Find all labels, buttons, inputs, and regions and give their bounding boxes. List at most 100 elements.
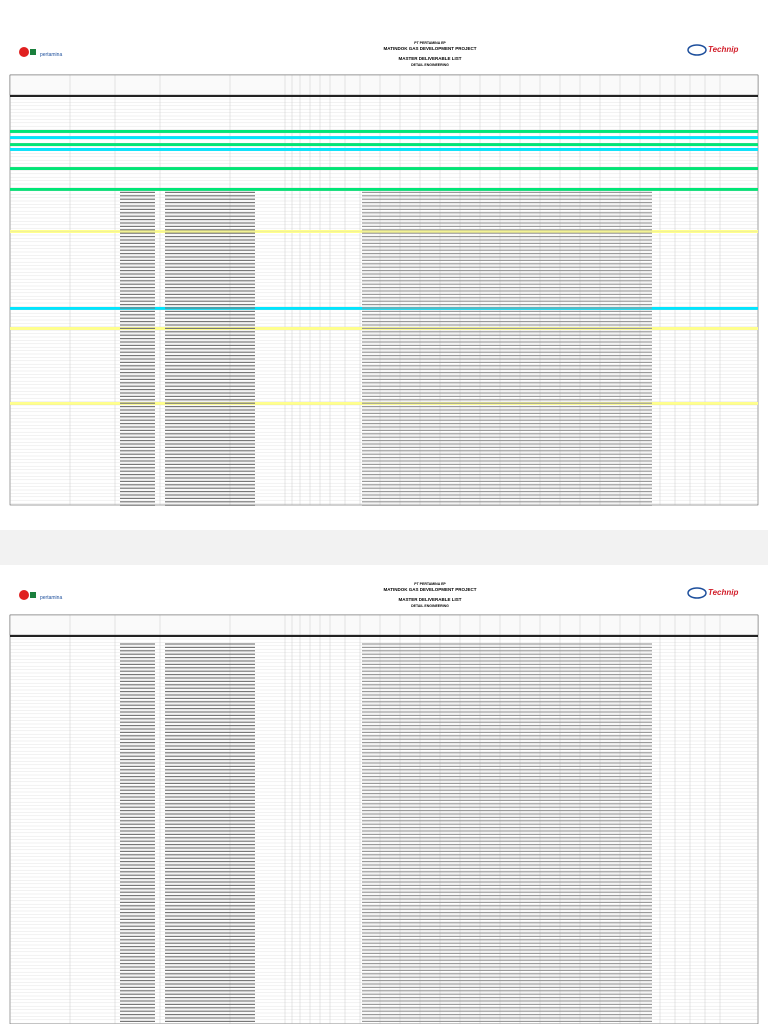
row-text <box>362 891 652 893</box>
row-text <box>165 202 195 204</box>
row-text <box>195 497 255 499</box>
row-text <box>195 789 255 791</box>
row-text <box>120 837 155 839</box>
row-text <box>120 752 155 754</box>
row-text <box>165 219 195 221</box>
row-text <box>120 253 155 255</box>
row-text <box>165 270 195 272</box>
row-text <box>195 242 255 244</box>
row-text <box>165 918 195 920</box>
row-text <box>165 854 195 856</box>
row-text <box>120 990 155 992</box>
row-text <box>195 249 255 251</box>
row-text <box>362 402 652 404</box>
row-text <box>120 813 155 815</box>
row-text <box>362 657 652 659</box>
row-text <box>165 847 195 849</box>
row-text <box>165 735 195 737</box>
row-text <box>120 236 155 238</box>
row-text <box>362 643 652 645</box>
row-text <box>362 942 652 944</box>
row-text <box>195 694 255 696</box>
row-text <box>165 708 195 710</box>
row-text <box>165 222 195 224</box>
row-text <box>195 973 255 975</box>
row-text <box>120 816 155 818</box>
row-text <box>165 229 195 231</box>
row-text <box>195 195 255 197</box>
row-text <box>195 293 255 295</box>
section-band <box>10 143 758 146</box>
row-text <box>165 820 195 822</box>
row-text <box>120 789 155 791</box>
row-text <box>362 810 652 812</box>
row-text <box>165 738 195 740</box>
row-text <box>165 840 195 842</box>
logo-mark <box>30 49 36 55</box>
row-text <box>362 494 652 496</box>
row-text <box>195 830 255 832</box>
row-text <box>195 956 255 958</box>
row-text <box>362 324 652 326</box>
title-line: PT PERTAMINA EP <box>414 41 446 45</box>
row-text <box>362 232 652 234</box>
row-text <box>120 888 155 890</box>
row-text <box>120 477 155 479</box>
row-text <box>165 317 195 319</box>
row-text <box>195 372 255 374</box>
title-line: MASTER DELIVERABLE LIST <box>398 56 461 61</box>
row-text <box>195 782 255 784</box>
row-text <box>120 212 155 214</box>
row-text <box>120 844 155 846</box>
row-text <box>362 844 652 846</box>
row-text <box>362 786 652 788</box>
row-text <box>120 191 155 193</box>
row-text <box>120 857 155 859</box>
row-text <box>362 922 652 924</box>
row-text <box>362 813 652 815</box>
row-text <box>362 905 652 907</box>
page: pertamina Technip PT PERTAMINA EP MATINDOK … <box>0 565 768 1026</box>
row-text <box>195 225 255 227</box>
row-text <box>362 191 652 193</box>
row-text <box>120 871 155 873</box>
row-text <box>165 504 195 506</box>
row-text <box>195 820 255 822</box>
row-text <box>120 222 155 224</box>
row-text <box>165 657 195 659</box>
row-text <box>165 205 195 207</box>
row-text <box>165 334 195 336</box>
row-text <box>120 850 155 852</box>
row-text <box>195 697 255 699</box>
right-logo: Technip <box>708 588 738 597</box>
row-text <box>165 355 195 357</box>
row-text <box>120 395 155 397</box>
row-text <box>195 433 255 435</box>
row-text <box>120 725 155 727</box>
row-text <box>195 287 255 289</box>
row-text <box>195 663 255 665</box>
row-text <box>120 677 155 679</box>
row-text <box>165 728 195 730</box>
row-text <box>195 844 255 846</box>
row-text <box>165 494 195 496</box>
row-text <box>195 191 255 193</box>
row-text <box>165 884 195 886</box>
row-text <box>120 728 155 730</box>
row-text <box>362 769 652 771</box>
row-text <box>165 358 195 360</box>
row-text <box>120 229 155 231</box>
row-text <box>120 440 155 442</box>
row-text <box>195 891 255 893</box>
row-text <box>362 997 652 999</box>
row-text <box>362 433 652 435</box>
row-text <box>120 443 155 445</box>
title-line: MATINDOK GAS DEVELOPMENT PROJECT <box>384 46 477 51</box>
row-text <box>165 929 195 931</box>
row-text <box>165 307 195 309</box>
row-text <box>165 769 195 771</box>
row-text <box>362 969 652 971</box>
row-text <box>362 918 652 920</box>
row-text <box>165 450 195 452</box>
row-text <box>195 874 255 876</box>
